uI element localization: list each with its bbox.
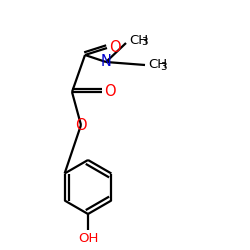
Text: 3: 3 [141, 37, 148, 47]
Text: O: O [109, 40, 120, 56]
Text: CH: CH [148, 58, 167, 71]
Text: O: O [75, 118, 87, 132]
Text: O: O [104, 84, 116, 100]
Text: CH: CH [129, 34, 148, 46]
Text: OH: OH [78, 232, 98, 245]
Text: N: N [100, 54, 112, 70]
Text: 3: 3 [160, 62, 166, 72]
